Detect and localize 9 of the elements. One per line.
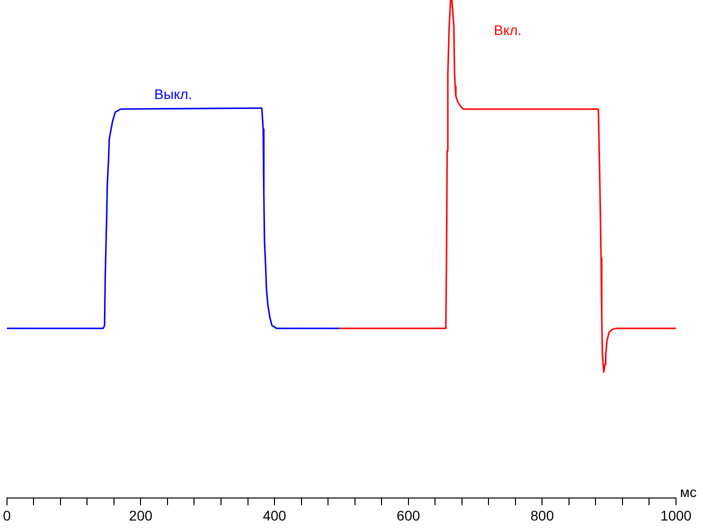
series-label: Выкл.	[154, 86, 192, 102]
text: Вкл.	[494, 22, 522, 38]
x-tick-label: 0	[2, 507, 11, 524]
x-tick-label: 200	[129, 507, 153, 524]
x-tick-label: 800	[530, 507, 554, 524]
x-axis-title: мс	[680, 484, 697, 500]
x-tick-label: 400	[262, 507, 286, 524]
x-tick-label: 1000	[660, 507, 692, 524]
x-tick-label: 600	[396, 507, 420, 524]
